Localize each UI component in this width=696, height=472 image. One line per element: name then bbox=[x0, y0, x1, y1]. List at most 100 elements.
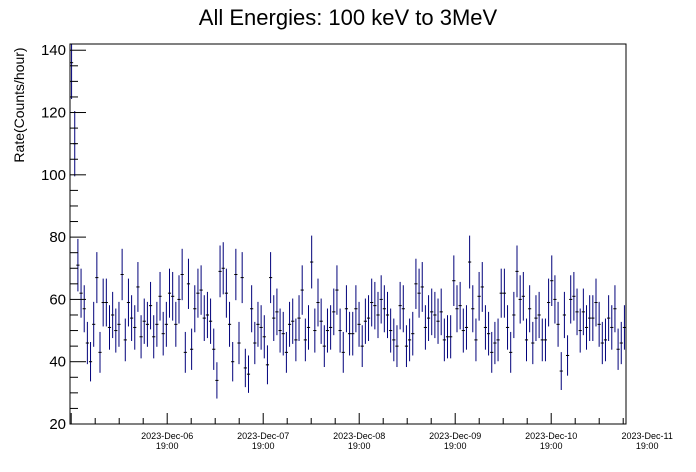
data-point bbox=[537, 291, 541, 339]
data-point bbox=[565, 335, 570, 376]
data-point bbox=[398, 281, 402, 330]
x-tick-date-label: 2023-Dec-09 bbox=[429, 431, 481, 441]
data-point bbox=[376, 291, 380, 339]
data-point bbox=[562, 291, 566, 339]
data-point bbox=[111, 291, 115, 339]
data-point bbox=[461, 308, 465, 353]
data-point bbox=[505, 305, 510, 350]
data-point bbox=[101, 278, 105, 327]
x-tick-time-label: 19:00 bbox=[540, 441, 563, 451]
data-point bbox=[515, 245, 519, 298]
data-point bbox=[190, 328, 194, 370]
data-point bbox=[221, 242, 225, 295]
data-point bbox=[259, 305, 263, 350]
y-tick-label: 40 bbox=[49, 354, 66, 371]
x-tick-time-label: 19:00 bbox=[636, 441, 659, 451]
x-tick-date-label: 2023-Dec-06 bbox=[141, 431, 193, 441]
data-point bbox=[382, 285, 386, 333]
data-point bbox=[313, 308, 317, 353]
data-point bbox=[224, 268, 228, 318]
data-point bbox=[142, 298, 146, 344]
data-point bbox=[171, 271, 175, 321]
data-point bbox=[256, 301, 260, 347]
data-point bbox=[202, 295, 206, 341]
data-point bbox=[126, 278, 131, 327]
data-point bbox=[559, 352, 563, 390]
x-tick-date-label: 2023-Dec-10 bbox=[525, 431, 577, 441]
chart-title: All Energies: 100 keV to 3MeV bbox=[199, 5, 498, 30]
x-tick-time-label: 19:00 bbox=[156, 441, 179, 451]
data-point bbox=[227, 301, 232, 347]
data-point bbox=[493, 321, 497, 365]
data-point bbox=[348, 311, 352, 356]
y-tick-label: 80 bbox=[49, 229, 66, 246]
data-point bbox=[569, 275, 573, 324]
data-point bbox=[575, 288, 579, 336]
data-point bbox=[464, 305, 469, 350]
data-point bbox=[76, 238, 80, 292]
data-point bbox=[531, 321, 535, 365]
data-point bbox=[490, 331, 494, 373]
data-point bbox=[306, 305, 311, 350]
data-point bbox=[471, 285, 475, 333]
data-point bbox=[499, 268, 503, 318]
data-point bbox=[196, 268, 200, 318]
data-point bbox=[556, 301, 560, 347]
data-point bbox=[411, 311, 415, 356]
data-point bbox=[98, 331, 102, 373]
data-point bbox=[183, 331, 187, 373]
data-point bbox=[205, 291, 209, 339]
x-tick-date-label: 2023-Dec-11 bbox=[622, 431, 673, 441]
data-point bbox=[303, 318, 307, 362]
data-point bbox=[597, 301, 601, 347]
data-point bbox=[613, 285, 617, 333]
data-point bbox=[139, 315, 143, 359]
data-point bbox=[395, 325, 399, 368]
data-point bbox=[79, 268, 83, 318]
data-point bbox=[622, 305, 626, 350]
data-point bbox=[408, 318, 412, 362]
data-point bbox=[502, 268, 506, 318]
data-point bbox=[426, 295, 431, 341]
data-point bbox=[136, 262, 140, 312]
data-point bbox=[329, 305, 333, 350]
data-point bbox=[404, 325, 409, 368]
x-tick-date-label: 2023-Dec-08 bbox=[333, 431, 385, 441]
data-point bbox=[120, 248, 124, 301]
data-point bbox=[199, 265, 203, 315]
data-point bbox=[85, 321, 89, 365]
data-point bbox=[610, 305, 614, 350]
data-point bbox=[70, 44, 74, 100]
data-point bbox=[357, 301, 361, 347]
data-point bbox=[269, 252, 273, 304]
data-point bbox=[366, 295, 371, 341]
data-point bbox=[243, 348, 247, 388]
data-point bbox=[344, 285, 348, 333]
data-point bbox=[581, 288, 585, 336]
data-point bbox=[148, 281, 153, 330]
data-point bbox=[534, 295, 538, 341]
data-point bbox=[310, 235, 314, 289]
data-point bbox=[588, 295, 592, 341]
data-point bbox=[186, 258, 191, 309]
data-point bbox=[423, 305, 427, 350]
data-point bbox=[262, 315, 266, 359]
data-point bbox=[322, 325, 326, 368]
x-tick-time-label: 19:00 bbox=[252, 441, 275, 451]
data-point bbox=[547, 278, 551, 327]
data-point bbox=[291, 298, 295, 344]
data-point bbox=[272, 295, 276, 341]
data-point bbox=[117, 301, 121, 347]
data-point bbox=[414, 258, 418, 309]
data-point bbox=[92, 301, 96, 347]
data-point bbox=[521, 271, 525, 321]
data-point bbox=[594, 278, 598, 327]
data-point bbox=[297, 295, 301, 341]
data-point bbox=[600, 321, 604, 365]
data-points bbox=[70, 44, 626, 399]
data-point bbox=[240, 252, 244, 304]
data-point bbox=[237, 321, 241, 365]
y-tick-label: 20 bbox=[49, 416, 66, 433]
data-point bbox=[325, 308, 330, 353]
data-point bbox=[231, 342, 235, 382]
